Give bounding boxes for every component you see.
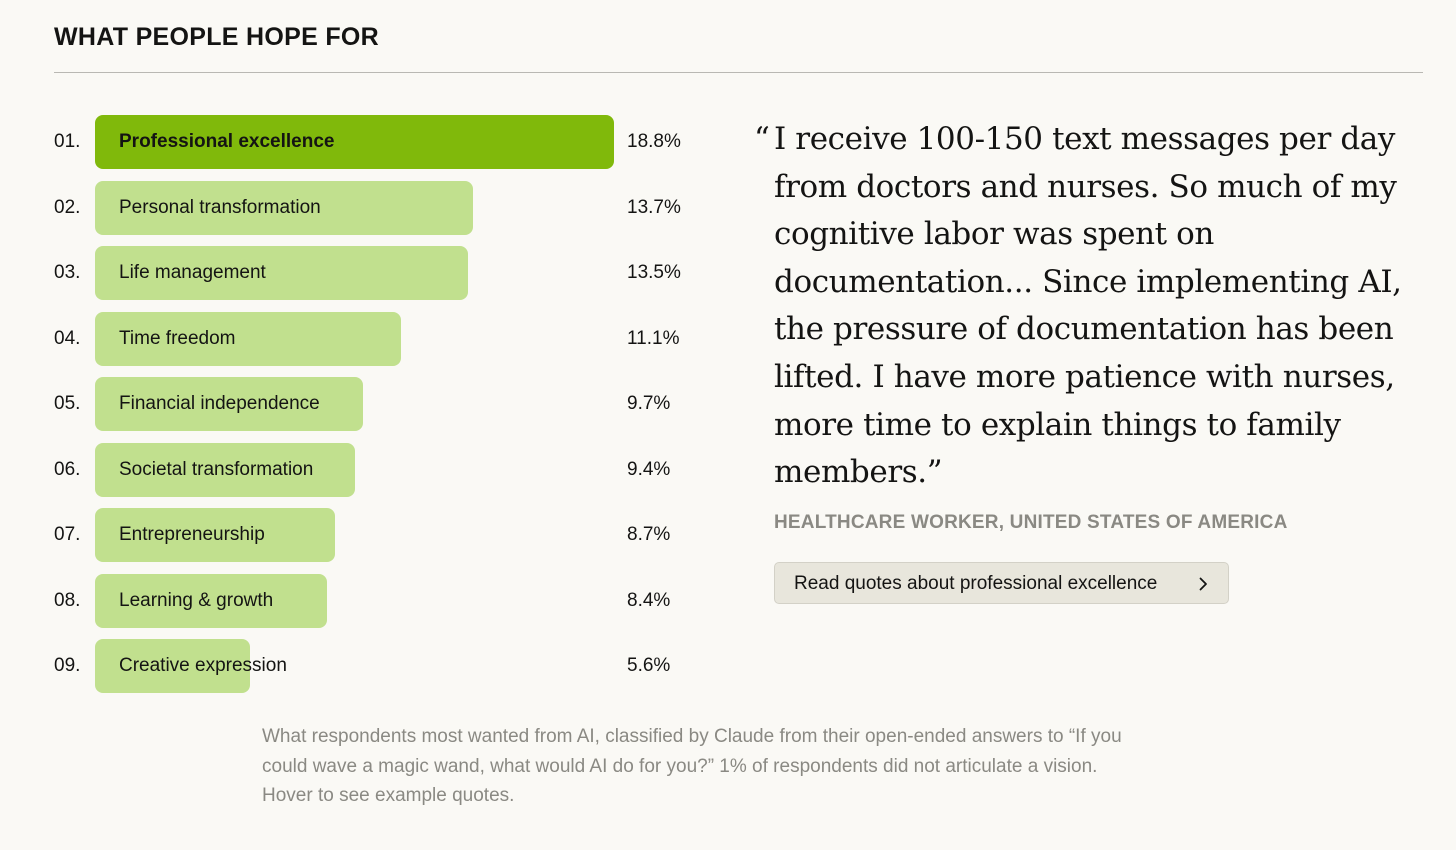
category-label: Life management <box>119 262 266 283</box>
chevron-right-icon <box>1199 577 1207 591</box>
category-label: Time freedom <box>119 327 236 349</box>
caption-line: Hover to see example quotes. <box>262 785 515 806</box>
chart-caption: What respondents most wanted from AI, cl… <box>262 722 1242 811</box>
value-label: 13.7% <box>627 196 681 218</box>
bar[interactable] <box>95 639 250 693</box>
rank-label: 02. <box>54 196 81 218</box>
value-label: 8.7% <box>627 524 671 545</box>
read-quotes-button-label: Read quotes about professional excellenc… <box>794 573 1158 594</box>
quote-open-mark: “ <box>754 121 770 157</box>
bar-row[interactable]: 09. Creative expression 5.6% <box>54 639 714 693</box>
quote-line: documentation... Since implementing AI, <box>774 263 1402 300</box>
bar[interactable] <box>95 508 336 562</box>
rank-label: 08. <box>54 589 81 611</box>
quote-line: I receive 100-150 text messages per day <box>774 121 1395 157</box>
value-label: 5.6% <box>627 655 671 676</box>
value-label: 9.4% <box>627 458 671 480</box>
quote-line: members.” <box>774 454 943 491</box>
bar[interactable] <box>95 311 402 366</box>
chart-title: WHAT PEOPLE HOPE FOR <box>54 23 379 51</box>
bar-row[interactable]: 08. Learning & growth 8.4% <box>54 573 714 628</box>
rank-label: 07. <box>54 524 81 545</box>
bar-row[interactable]: 04. Time freedom 11.1% <box>54 311 714 366</box>
quote-line: lifted. I have more patience with nurses… <box>774 358 1395 395</box>
bar[interactable] <box>95 573 327 628</box>
value-label: 8.4% <box>627 589 671 611</box>
featured-quote: “ I receive 100-150 text messages per da… <box>754 116 1414 497</box>
bar-row[interactable]: 01. Professional excellence 18.8% <box>54 115 714 169</box>
caption-line: What respondents most wanted from AI, cl… <box>262 726 1122 747</box>
value-label: 9.7% <box>627 393 671 414</box>
bar-row[interactable]: 07. Entrepreneurship 8.7% <box>54 508 714 562</box>
bar[interactable] <box>95 442 355 497</box>
hope-bar-chart: 01. Professional excellence 18.8% 02. Person… <box>54 115 714 695</box>
category-label: Financial independence <box>119 393 320 414</box>
bar[interactable] <box>95 246 468 300</box>
value-label: 18.8% <box>627 131 681 152</box>
quote-line: from doctors and nurses. So much of my <box>774 168 1397 205</box>
category-label: Learning & growth <box>119 589 274 611</box>
rank-label: 05. <box>54 393 81 414</box>
category-label: Entrepreneurship <box>119 524 265 545</box>
quote-line: cognitive labor was spent on <box>774 216 1214 253</box>
rank-label: 04. <box>54 327 81 349</box>
value-label: 11.1% <box>627 327 680 349</box>
bar-row[interactable]: 03. Life management 13.5% <box>54 246 714 300</box>
value-label: 13.5% <box>627 262 681 283</box>
rank-label: 06. <box>54 458 81 480</box>
read-quotes-button[interactable]: Read quotes about professional excellenc… <box>774 562 1229 604</box>
category-label: Creative expression <box>119 655 287 676</box>
bar[interactable] <box>95 377 363 431</box>
rank-label: 01. <box>54 131 81 152</box>
bar[interactable] <box>95 115 614 169</box>
quote-line: the pressure of documentation has been <box>774 311 1394 348</box>
quote-line: more time to explain things to family <box>774 406 1341 443</box>
category-label: Societal transformation <box>119 458 314 480</box>
title-divider <box>54 72 1423 73</box>
bar[interactable] <box>95 180 474 235</box>
rank-label: 03. <box>54 262 81 283</box>
rank-label: 09. <box>54 655 81 676</box>
bar-row[interactable]: 02. Personal transformation 13.7% <box>54 180 714 235</box>
bar-row[interactable]: 06. Societal transformation 9.4% <box>54 442 714 497</box>
category-label: Personal transformation <box>119 196 321 218</box>
bar-row[interactable]: 05. Financial independence 9.7% <box>54 377 714 431</box>
category-label: Professional excellence <box>119 131 335 152</box>
caption-line: could wave a magic wand, what would AI d… <box>262 755 1098 777</box>
quote-attribution: HEALTHCARE WORKER, UNITED STATES OF AMER… <box>774 512 1288 533</box>
